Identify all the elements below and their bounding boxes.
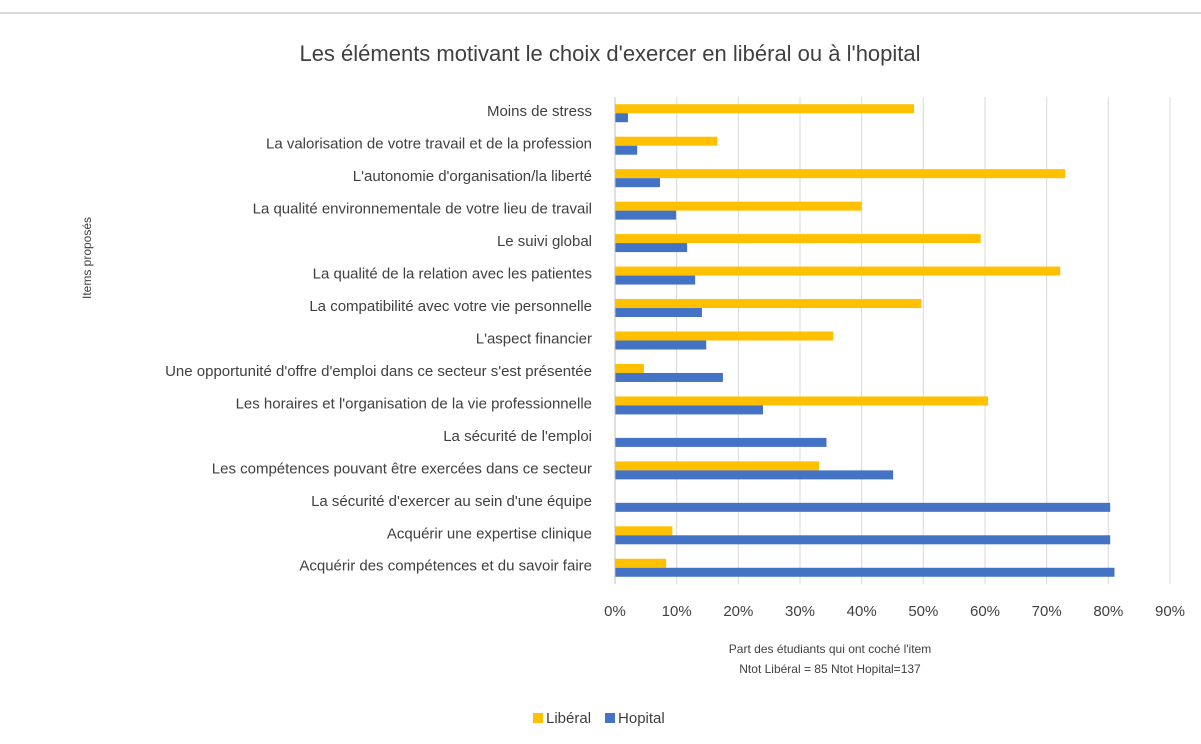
bar	[615, 340, 707, 350]
bar	[615, 461, 820, 471]
bar	[615, 405, 763, 415]
legend-swatch	[605, 713, 616, 723]
bar	[615, 113, 628, 123]
bar	[615, 396, 989, 406]
bar	[615, 169, 1066, 179]
y-tick-label: L'autonomie d'organisation/la liberté	[353, 168, 592, 185]
y-tick-label: Les compétences pouvant être exercées da…	[212, 460, 592, 477]
bar	[615, 201, 862, 211]
y-tick-label: La compatibilité avec votre vie personne…	[309, 298, 592, 315]
x-tick-label: 60%	[970, 603, 1000, 620]
legend-label: Libéral	[546, 710, 591, 727]
x-tick-label: 10%	[662, 603, 692, 620]
y-tick-label: Les horaires et l'organisation de la vie…	[236, 395, 592, 412]
bar	[615, 331, 834, 341]
y-tick-label: La sécurité d'exercer au sein d'une équi…	[311, 493, 592, 510]
bar	[615, 178, 661, 188]
bar	[615, 266, 1061, 276]
x-tick-label: 80%	[1093, 603, 1123, 620]
y-tick-label: Le suivi global	[497, 233, 592, 250]
bar	[615, 308, 702, 318]
y-tick-label: Acquérir une expertise clinique	[387, 525, 592, 542]
bar	[615, 136, 718, 146]
x-tick-label: 40%	[847, 603, 877, 620]
x-tick-label: 50%	[908, 603, 938, 620]
x-tick-label: 0%	[604, 603, 626, 620]
legend-label: Hopital	[618, 710, 665, 727]
bar	[615, 210, 677, 220]
x-axis-title: Part des étudiants qui ont coché l'item	[729, 642, 931, 656]
y-axis-title: Items proposés	[80, 217, 94, 299]
y-tick-label: La valorisation de votre travail et de l…	[266, 136, 592, 153]
x-tick-label: 20%	[723, 603, 753, 620]
bar	[615, 145, 638, 155]
bar	[615, 363, 644, 373]
bar	[615, 558, 667, 568]
x-tick-label: 70%	[1032, 603, 1062, 620]
bar	[615, 243, 688, 253]
x-tick-label: 90%	[1155, 603, 1185, 620]
bar	[615, 470, 894, 480]
x-axis-note: Ntot Libéral = 85 Ntot Hopital=137	[739, 662, 921, 676]
bar	[615, 234, 981, 244]
y-tick-label: La qualité de la relation avec les patie…	[313, 266, 592, 283]
bar	[615, 502, 1111, 512]
bar	[615, 104, 915, 114]
bar	[615, 275, 696, 285]
y-tick-label: Acquérir des compétences et du savoir fa…	[299, 558, 592, 575]
y-tick-label: La qualité environnementale de votre lie…	[253, 201, 592, 218]
y-tick-label: Moins de stress	[487, 103, 592, 120]
bar	[615, 526, 673, 536]
y-tick-label: Une opportunité d'offre d'emploi dans ce…	[165, 363, 592, 380]
legend-swatch	[533, 713, 543, 723]
chart-title: Les éléments motivant le choix d'exercer…	[299, 41, 920, 66]
x-tick-label: 30%	[785, 603, 815, 620]
y-tick-label: La sécurité de l'emploi	[443, 428, 592, 445]
bar	[615, 299, 922, 309]
y-tick-label: L'aspect financier	[476, 330, 592, 347]
bar	[615, 372, 723, 382]
bar	[615, 437, 827, 447]
bar	[615, 535, 1111, 545]
bar	[615, 567, 1115, 577]
